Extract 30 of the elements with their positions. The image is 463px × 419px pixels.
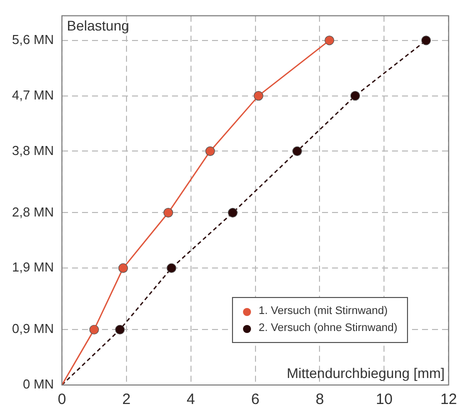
- y-tick-label: 4,7 MN: [12, 87, 54, 102]
- point: [254, 90, 264, 101]
- point: [89, 324, 99, 334]
- point: [118, 263, 128, 273]
- point: [421, 36, 431, 46]
- x-tick-label: 12: [440, 391, 457, 408]
- point: [292, 146, 302, 156]
- x-tick-label: 0: [58, 391, 66, 408]
- x-tick-label: 10: [376, 391, 393, 408]
- x-tick-label: 8: [316, 391, 324, 408]
- x-tick-label: 4: [186, 391, 195, 408]
- y-tick-label: 0,9 MN: [12, 321, 54, 336]
- y-tick-label: 2,8 MN: [12, 204, 54, 220]
- y-tick-label: 0 MN: [22, 376, 54, 392]
- legend-label: 2. Versuch (ohne Stirnwand): [258, 321, 398, 336]
- point: [324, 36, 334, 46]
- point: [115, 324, 125, 334]
- y-axis-title: Belastung: [66, 18, 130, 34]
- point: [228, 208, 238, 218]
- point: [205, 146, 215, 156]
- y-tick-label: 1,9 MN: [12, 260, 54, 275]
- y-tick-label: 3,8 MN: [12, 142, 54, 158]
- x-tick-label: 2: [122, 391, 131, 408]
- x-axis-title: Mittendurchbiegung [mm]: [286, 364, 445, 381]
- point: [163, 208, 174, 218]
- y-tick-label: 5,6 MN: [12, 32, 54, 47]
- point: [350, 90, 360, 101]
- point: [166, 263, 176, 273]
- legend-label: 1. Versuch (mit Stirnwand): [258, 304, 388, 319]
- x-tick-label: 6: [251, 391, 260, 408]
